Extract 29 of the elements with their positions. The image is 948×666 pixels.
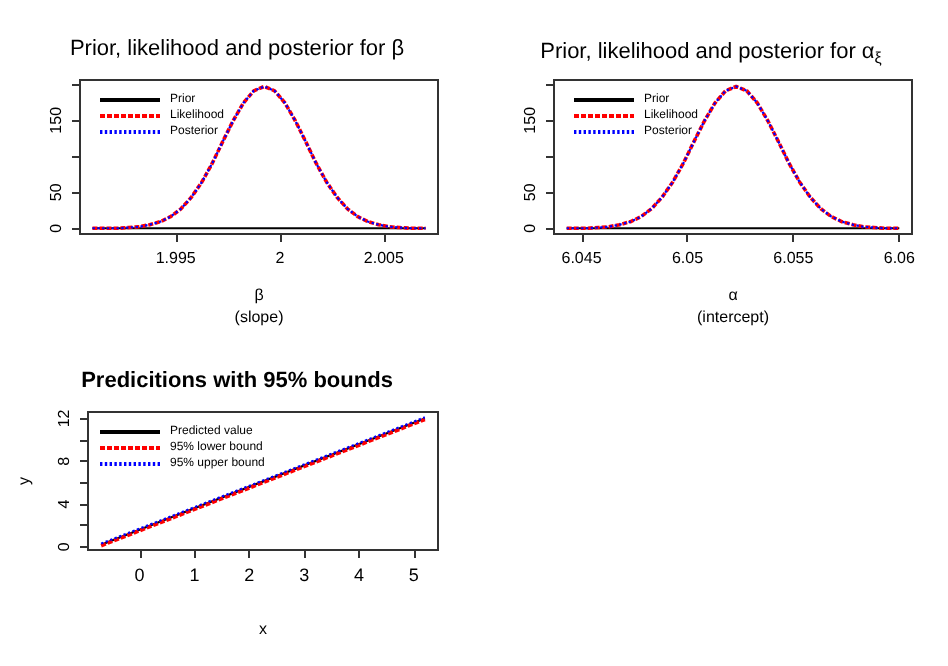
y-tick-label: 4	[55, 498, 73, 509]
y-tick-label: 50	[47, 182, 65, 202]
y-tick-label: 0	[521, 222, 539, 233]
y-tick-label: 0	[55, 541, 73, 552]
x-tick-label: 1	[189, 565, 200, 585]
x-tick-label: 6.06	[883, 249, 916, 267]
y-tick-label: 12	[55, 408, 73, 428]
x-tick-label: 6.055	[773, 249, 815, 267]
x-tick-label: 2	[275, 249, 286, 267]
chart-title: Prior, likelihood and posterior for β	[69, 37, 405, 61]
x-axis-title: x	[259, 620, 267, 638]
y-tick-label: 50	[521, 182, 539, 202]
x-tick-label: 3	[299, 565, 310, 585]
x-axis-title: α (intercept)	[696, 286, 770, 326]
x-tick-label: 0	[134, 565, 145, 585]
y-axis-title: y	[15, 477, 33, 485]
y-tick-label: 150	[47, 105, 65, 134]
x-tick-label: 2.005	[363, 249, 405, 267]
y-tick-label: 0	[47, 222, 65, 233]
x-tick-label: 6.05	[671, 249, 705, 267]
x-tick-label: 2	[244, 565, 255, 585]
x-tick-label: 6.045	[561, 249, 603, 267]
x-axis-title: β (slope)	[234, 286, 285, 326]
x-tick-label: 4	[353, 565, 365, 585]
x-tick-label: 5	[408, 565, 419, 585]
x-tick-label: 1.995	[155, 249, 197, 267]
y-tick-label: 150	[521, 105, 539, 134]
y-tick-label: 8	[55, 455, 73, 466]
chart-title: Predicitions with 95% bounds	[81, 369, 393, 393]
